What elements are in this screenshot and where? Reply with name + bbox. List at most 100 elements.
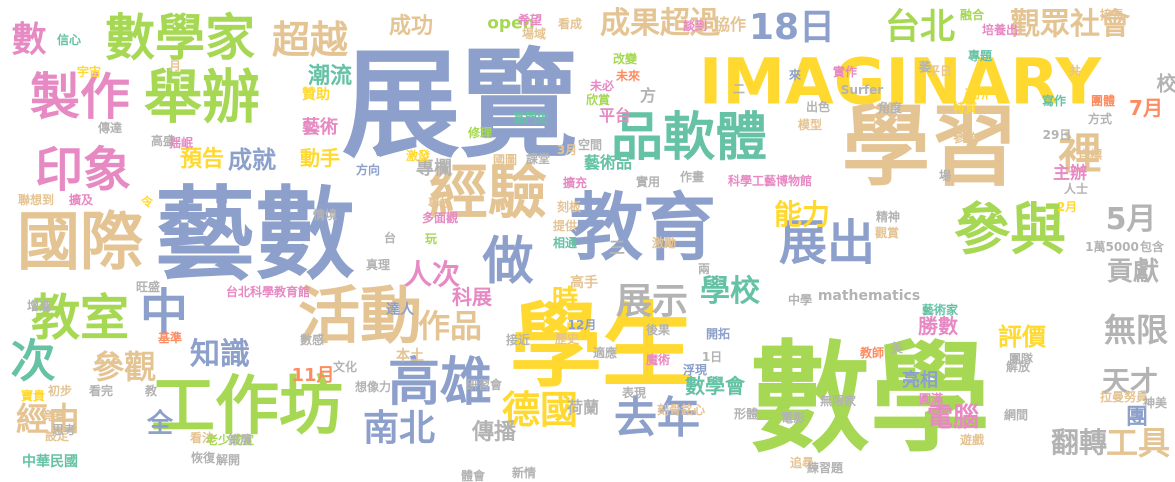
word-cloud-term: 月 [168, 59, 182, 73]
word-cloud-term: 適應 [592, 346, 618, 360]
word-cloud-term: 培養出 [981, 23, 1019, 37]
word-cloud-term: 模型 [797, 118, 823, 132]
word-cloud-term: 激發 [405, 149, 431, 163]
word-cloud-term: 7月 [1129, 96, 1163, 120]
word-cloud-term: 高手 [570, 275, 598, 291]
word-cloud-term: 兩 [697, 262, 711, 276]
word-cloud-term: 舉辦 [143, 63, 261, 131]
word-cloud-term: 2月 [1056, 200, 1078, 214]
word-cloud-term: 情境 [312, 208, 338, 222]
word-cloud-term: 學校 [700, 274, 760, 309]
word-cloud-term: 擴及 [68, 193, 94, 207]
word-cloud-term: 團 [1125, 405, 1149, 430]
word-cloud-term: 中 [139, 284, 189, 340]
word-cloud-term: 品軟體 [610, 108, 768, 168]
word-cloud-term: 神美 [1142, 396, 1168, 410]
word-cloud-term: 形體 [733, 407, 759, 421]
word-cloud-term: 包含 [1139, 240, 1165, 254]
word-cloud-term: 後果 [645, 323, 671, 337]
word-cloud-term: 歷史 [554, 332, 580, 346]
word-cloud-term: 中華民國 [22, 454, 78, 470]
word-cloud-term: 萎 [918, 60, 932, 74]
word-cloud-term: 信心 [56, 33, 82, 47]
word-cloud-term: 5月 [1105, 202, 1157, 237]
word-cloud-term: 潮流 [307, 64, 353, 89]
word-cloud-term: 11月 [291, 365, 335, 386]
word-cloud-term: 方式 [1087, 112, 1113, 126]
word-cloud-term: 真理 [365, 258, 391, 272]
word-cloud-term: 台北科學教育館 [225, 285, 311, 299]
word-cloud-term: 時 [551, 285, 579, 315]
word-cloud-term: 出色 [805, 100, 831, 114]
word-cloud-term: 數學家 [105, 9, 255, 67]
word-cloud-term: 知識 [190, 337, 250, 372]
word-cloud-term: 令 [140, 195, 154, 209]
word-cloud-term: 科展 [452, 285, 492, 309]
word-cloud-term: 無限 [1103, 311, 1169, 349]
word-cloud-term: 平日 [927, 64, 953, 78]
word-cloud-term: 多面觀 [421, 211, 459, 225]
word-cloud-term: 追尋 [789, 456, 815, 470]
word-cloud-term: 電影 [780, 411, 806, 425]
word-cloud-term: 看成 [557, 17, 583, 31]
word-cloud-term: 人次 [403, 258, 461, 291]
word-cloud-term: 展覽 [341, 36, 579, 174]
word-cloud-term: 富門史 [512, 111, 550, 125]
word-cloud-term: 宇宙 [76, 65, 102, 79]
word-cloud-term: 學習 [841, 95, 1019, 198]
word-cloud-term: 動手 [300, 146, 340, 170]
word-cloud-term: 修理 [467, 126, 493, 140]
word-cloud-term: 德國 [501, 388, 579, 432]
word-cloud-term: 實用 [635, 175, 661, 189]
word-cloud-term: 1日 [701, 350, 723, 364]
word-cloud-term: 教 [144, 384, 158, 398]
word-cloud-term: 解開 [215, 453, 241, 467]
word-cloud-term: 欣賞 [585, 93, 611, 107]
word-cloud-term: 文化 [332, 360, 358, 374]
word-cloud-term: 成功 [388, 14, 434, 39]
word-cloud-term: 傳播 [471, 420, 517, 445]
word-cloud-term: 策展 [227, 433, 253, 447]
word-cloud-term: 評價 [998, 323, 1046, 351]
word-cloud-term: 看完 [88, 384, 114, 398]
word-cloud-term: 29日 [1042, 128, 1072, 142]
word-cloud-term: 做 [482, 232, 534, 292]
word-cloud-term: 刻板 [556, 200, 582, 214]
word-cloud-term: 場 [938, 169, 952, 183]
word-cloud-term: 裡 [1058, 129, 1102, 180]
word-cloud-term: 課堂 [525, 152, 551, 166]
word-cloud-term: 專技 [427, 196, 453, 210]
word-cloud-term: open [487, 13, 535, 34]
word-cloud-term: 主辦 [1053, 163, 1087, 184]
word-cloud-term: 理所 [964, 87, 990, 101]
word-cloud-term: 增進 [26, 299, 52, 313]
word-cloud-term: 初步 [47, 384, 73, 398]
word-cloud-term: 高雄 [387, 353, 493, 413]
word-cloud-term: 教師 [859, 346, 885, 360]
word-cloud-term: 12月 [567, 318, 597, 332]
word-cloud-term: 浮現 [682, 363, 708, 377]
word-cloud-term: 18日 [748, 7, 836, 48]
word-cloud-term: 參訪 [952, 131, 978, 145]
word-cloud-term: 三 [608, 238, 626, 257]
word-cloud-term: 擴充 [562, 176, 588, 190]
word-cloud-term: 老少咸宜 [205, 433, 255, 447]
word-cloud-term: 揺岷 [168, 136, 194, 150]
word-cloud-term: 思考 [51, 423, 77, 437]
word-cloud-term: 校 [1153, 73, 1175, 93]
word-cloud-term: 藝術家 [921, 303, 959, 317]
word-cloud-term: 1萬5000 [1085, 240, 1139, 254]
word-cloud-term: 協作 [713, 15, 747, 34]
word-cloud-term: 高盛 [150, 134, 176, 148]
word-cloud-term: 製作 [30, 68, 130, 126]
word-cloud-term: 相通 [552, 236, 578, 250]
word-cloud-term: 本土 [396, 348, 424, 364]
word-cloud-term: 網間 [1003, 408, 1029, 422]
word-cloud-term: 贊助 [302, 87, 330, 103]
word-cloud-term: 達人 [386, 302, 414, 318]
word-cloud-term: 藝術品 [583, 153, 633, 172]
word-cloud-term: 勝數 [918, 314, 958, 338]
word-cloud-term: 台 [383, 231, 397, 245]
word-cloud-term: 聯想到 [17, 193, 55, 207]
word-cloud-term: 空間 [577, 138, 603, 152]
